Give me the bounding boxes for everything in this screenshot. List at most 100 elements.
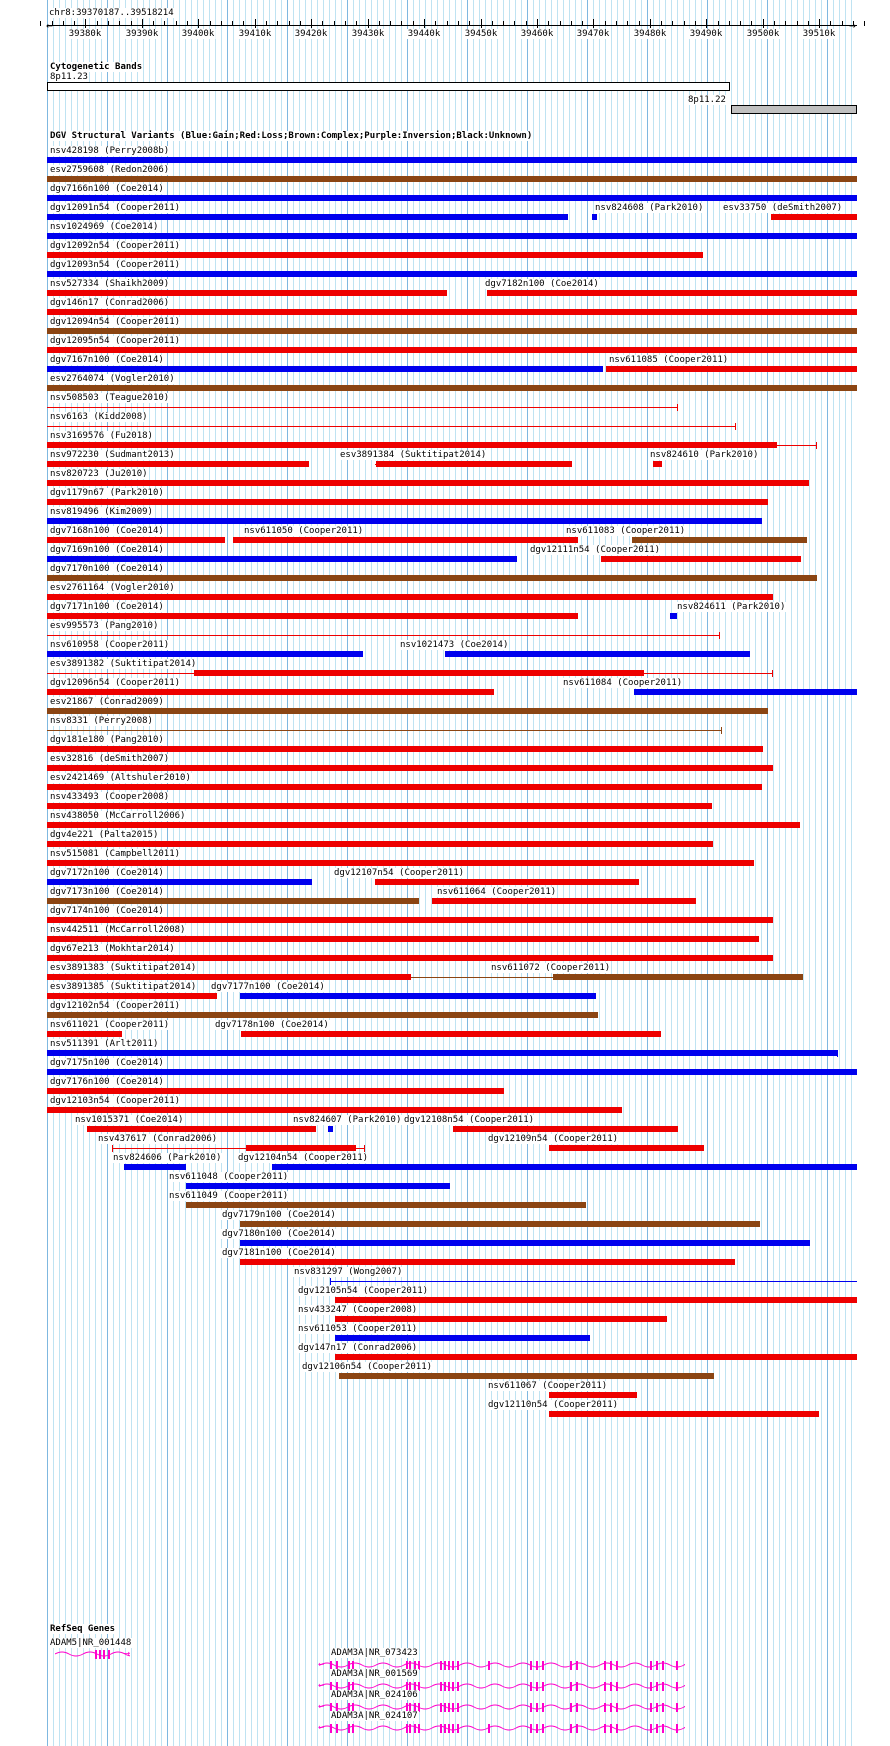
refseq-gene-exon[interactable] — [542, 1682, 544, 1691]
refseq-gene-exon[interactable] — [488, 1724, 490, 1733]
refseq-gene-exon[interactable] — [330, 1661, 332, 1670]
refseq-gene-exon[interactable] — [676, 1661, 678, 1670]
refseq-gene-exon[interactable] — [409, 1661, 411, 1670]
dgv-variant-bar[interactable] — [47, 271, 857, 277]
refseq-gene-exon[interactable] — [348, 1661, 350, 1670]
refseq-gene-exon[interactable] — [656, 1661, 658, 1670]
dgv-variant-bar[interactable] — [47, 803, 712, 809]
refseq-gene-exon[interactable] — [570, 1661, 572, 1670]
dgv-variant-bar[interactable] — [771, 214, 857, 220]
dgv-variant-bar[interactable] — [47, 233, 857, 239]
refseq-gene-exon[interactable] — [330, 1682, 332, 1691]
refseq-gene-exon[interactable] — [662, 1724, 664, 1733]
refseq-gene-exon[interactable] — [536, 1661, 538, 1670]
refseq-gene-exon[interactable] — [662, 1661, 664, 1670]
dgv-variant-bar[interactable] — [240, 1240, 810, 1246]
refseq-gene-exon[interactable] — [418, 1724, 420, 1733]
refseq-gene-exon[interactable] — [452, 1724, 454, 1733]
dgv-variant-bar[interactable] — [240, 1259, 735, 1265]
refseq-gene-exon[interactable] — [604, 1724, 606, 1733]
refseq-gene-exon[interactable] — [604, 1703, 606, 1712]
refseq-gene-exon[interactable] — [676, 1682, 678, 1691]
refseq-gene-exon[interactable] — [542, 1661, 544, 1670]
refseq-gene-exon[interactable] — [440, 1661, 442, 1670]
refseq-gene-exon[interactable] — [662, 1682, 664, 1691]
refseq-gene-exon[interactable] — [604, 1682, 606, 1691]
refseq-gene-exon[interactable] — [444, 1682, 446, 1691]
refseq-gene-exon[interactable] — [610, 1724, 612, 1733]
dgv-variant-bar[interactable] — [246, 1145, 356, 1151]
refseq-gene-exon[interactable] — [457, 1703, 459, 1712]
refseq-gene-exon[interactable] — [616, 1682, 618, 1691]
dgv-variant-bar[interactable] — [47, 1012, 598, 1018]
dgv-variant-bar[interactable] — [592, 214, 597, 220]
dgv-variant-bar[interactable] — [553, 974, 803, 980]
dgv-variant-bar[interactable] — [47, 955, 773, 961]
refseq-gene-exon[interactable] — [576, 1661, 578, 1670]
refseq-gene-exon[interactable] — [570, 1682, 572, 1691]
refseq-gene-exon[interactable] — [662, 1703, 664, 1712]
dgv-variant-bar[interactable] — [335, 1335, 590, 1341]
dgv-variant-bar[interactable] — [47, 1069, 857, 1075]
refseq-gene-exon[interactable] — [610, 1661, 612, 1670]
dgv-variant-bar[interactable] — [47, 385, 857, 391]
refseq-gene-exon[interactable] — [448, 1724, 450, 1733]
refseq-gene-exon[interactable] — [536, 1682, 538, 1691]
refseq-gene-exon[interactable] — [530, 1682, 532, 1691]
dgv-variant-bar[interactable] — [47, 328, 857, 334]
dgv-variant-bar[interactable] — [47, 860, 754, 866]
dgv-variant-bar[interactable] — [47, 1107, 622, 1113]
dgv-variant-bar[interactable] — [47, 176, 857, 182]
dgv-variant-bar[interactable] — [549, 1145, 704, 1151]
dgv-variant-bar[interactable] — [47, 518, 762, 524]
refseq-gene-exon[interactable] — [570, 1703, 572, 1712]
dgv-variant-bar[interactable] — [240, 1221, 760, 1227]
dgv-variant-bar[interactable] — [47, 347, 857, 353]
refseq-gene-exon[interactable] — [409, 1724, 411, 1733]
refseq-gene-exon[interactable] — [406, 1724, 408, 1733]
refseq-gene-exon[interactable] — [348, 1682, 350, 1691]
dgv-variant-bar[interactable] — [47, 917, 773, 923]
refseq-gene-exon[interactable] — [336, 1724, 338, 1733]
dgv-variant-bar[interactable] — [47, 407, 677, 408]
refseq-gene-exon[interactable] — [650, 1661, 652, 1670]
refseq-gene-exon[interactable] — [330, 1724, 332, 1733]
refseq-gene-exon[interactable] — [604, 1661, 606, 1670]
refseq-gene-exon[interactable] — [616, 1724, 618, 1733]
refseq-gene-exon[interactable] — [414, 1703, 416, 1712]
refseq-gene-exon[interactable] — [616, 1661, 618, 1670]
dgv-variant-bar[interactable] — [233, 537, 578, 543]
dgv-variant-bar[interactable] — [47, 765, 773, 771]
dgv-variant-bar[interactable] — [47, 537, 225, 543]
dgv-variant-bar[interactable] — [240, 993, 596, 999]
dgv-variant-bar[interactable] — [47, 594, 773, 600]
refseq-gene-exon[interactable] — [444, 1724, 446, 1733]
refseq-gene-exon[interactable] — [457, 1682, 459, 1691]
dgv-variant-bar[interactable] — [47, 1031, 122, 1037]
dgv-variant-bar[interactable] — [445, 651, 750, 657]
refseq-gene-exon[interactable] — [656, 1724, 658, 1733]
refseq-gene-exon[interactable] — [530, 1661, 532, 1670]
refseq-gene-exon[interactable] — [440, 1703, 442, 1712]
refseq-gene-exon[interactable] — [352, 1724, 354, 1733]
refseq-gene-exon[interactable] — [444, 1661, 446, 1670]
refseq-gene-exon[interactable] — [576, 1724, 578, 1733]
dgv-variant-bar[interactable] — [47, 730, 721, 731]
refseq-gene-exon[interactable] — [336, 1661, 338, 1670]
dgv-variant-bar[interactable] — [432, 898, 696, 904]
dgv-variant-bar[interactable] — [335, 1297, 857, 1303]
refseq-gene-exon[interactable] — [530, 1703, 532, 1712]
dgv-variant-bar[interactable] — [47, 575, 817, 581]
refseq-gene-exon[interactable] — [452, 1682, 454, 1691]
dgv-variant-bar[interactable] — [186, 1183, 450, 1189]
refseq-gene-exon[interactable] — [542, 1703, 544, 1712]
dgv-variant-bar[interactable] — [47, 1050, 837, 1056]
refseq-gene-exon[interactable] — [576, 1682, 578, 1691]
refseq-gene-exon[interactable] — [452, 1703, 454, 1712]
dgv-variant-bar[interactable] — [335, 1354, 857, 1360]
dgv-variant-bar[interactable] — [47, 841, 713, 847]
refseq-gene-exon[interactable] — [542, 1724, 544, 1733]
refseq-gene-exon[interactable] — [409, 1703, 411, 1712]
refseq-gene-exon[interactable] — [676, 1724, 678, 1733]
dgv-variant-bar[interactable] — [453, 1126, 678, 1132]
